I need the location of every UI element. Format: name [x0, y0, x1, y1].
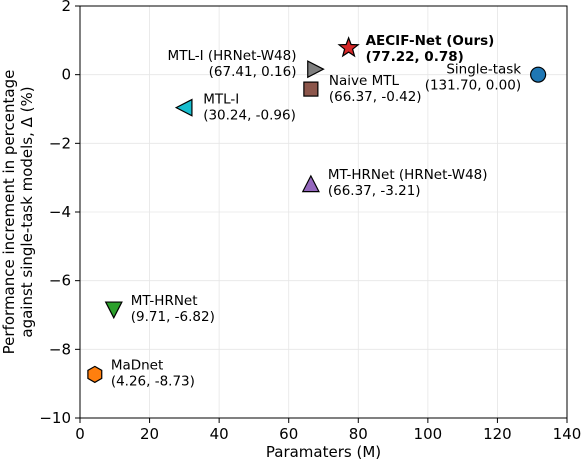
x-tick-label: 40: [210, 425, 229, 443]
annotation-mtli-line-2: (30.24, -0.96): [203, 108, 296, 124]
axis-ticks: 0 20 40 60 80 100 120 140 −10 −8 −6 −4 −2 0 2: [39, 0, 581, 443]
annotation-aecif-line-1: AECIF-Net (Ours): [366, 33, 495, 49]
annotation-mthrnet-w48-line-1: MT-HRNet (HRNet-W48): [328, 167, 488, 183]
plot-frame: [79, 5, 568, 419]
y-axis-label-line-2: against single-task models, Δ (%): [18, 86, 36, 337]
grid: [79, 5, 568, 419]
y-tick-label: 0: [61, 66, 71, 84]
annotation-single-task-line-1: Single-task: [446, 62, 521, 78]
data-points: [87, 36, 547, 384]
x-tick-label: 120: [483, 425, 512, 443]
point-mthrnet-w48: [301, 174, 320, 193]
y-tick-label: −2: [49, 134, 71, 152]
y-axis-label-line-1: Performance increment in percentage: [0, 70, 18, 355]
annotation-naive-mtl-line-1: Naive MTL: [329, 73, 400, 89]
x-tick-label: 100: [414, 425, 443, 443]
x-tick-label: 140: [553, 425, 581, 443]
annotation-mtli-line-1: MTL-I: [203, 92, 239, 108]
x-tick-label: 0: [75, 425, 85, 443]
y-tick-label: −4: [49, 203, 71, 221]
x-tick-label: 60: [279, 425, 298, 443]
annotation-aecif-line-2: (77.22, 0.78): [366, 49, 464, 65]
point-mthrnet: [104, 301, 123, 320]
annotation-single-task-line-2: (131.70, 0.00): [425, 78, 521, 94]
annotation-naive-mtl-line-2: (66.37, -0.42): [329, 89, 422, 105]
annotation-mthrnet-w48-line-2: (66.37, -3.21): [328, 183, 421, 199]
x-axis-label: Paramaters (M): [266, 443, 381, 461]
point-mtli: [174, 98, 193, 117]
y-tick-label: 2: [61, 0, 71, 15]
annotation-mthrnet-line-2: (9.71, -6.82): [131, 309, 215, 325]
annotation-mthrnet-line-1: MT-HRNet: [131, 293, 198, 309]
point-naive-mtl: [303, 81, 319, 97]
point-aecif: [337, 36, 360, 58]
point-madnet: [87, 365, 103, 384]
annotation-madnet-line-2: (4.26, -8.73): [111, 373, 195, 389]
y-tick-label: −8: [49, 340, 71, 358]
annotation-madnet-line-1: MaDnet: [111, 357, 163, 373]
annotation-mtli-w48-line-2: (67.41, 0.16): [209, 64, 297, 80]
x-tick-label: 20: [140, 425, 159, 443]
point-single-task: [530, 66, 547, 83]
annotation-mtli-w48-line-1: MTL-I (HRNet-W48): [168, 48, 297, 64]
point-mtli-w48: [307, 60, 325, 79]
y-tick-label: −10: [39, 409, 71, 427]
point-annotations: AECIF-Net (Ours)(77.22, 0.78) MTL-I (HRNe…: [111, 33, 521, 390]
y-tick-label: −6: [49, 272, 71, 290]
x-tick-label: 80: [349, 425, 368, 443]
